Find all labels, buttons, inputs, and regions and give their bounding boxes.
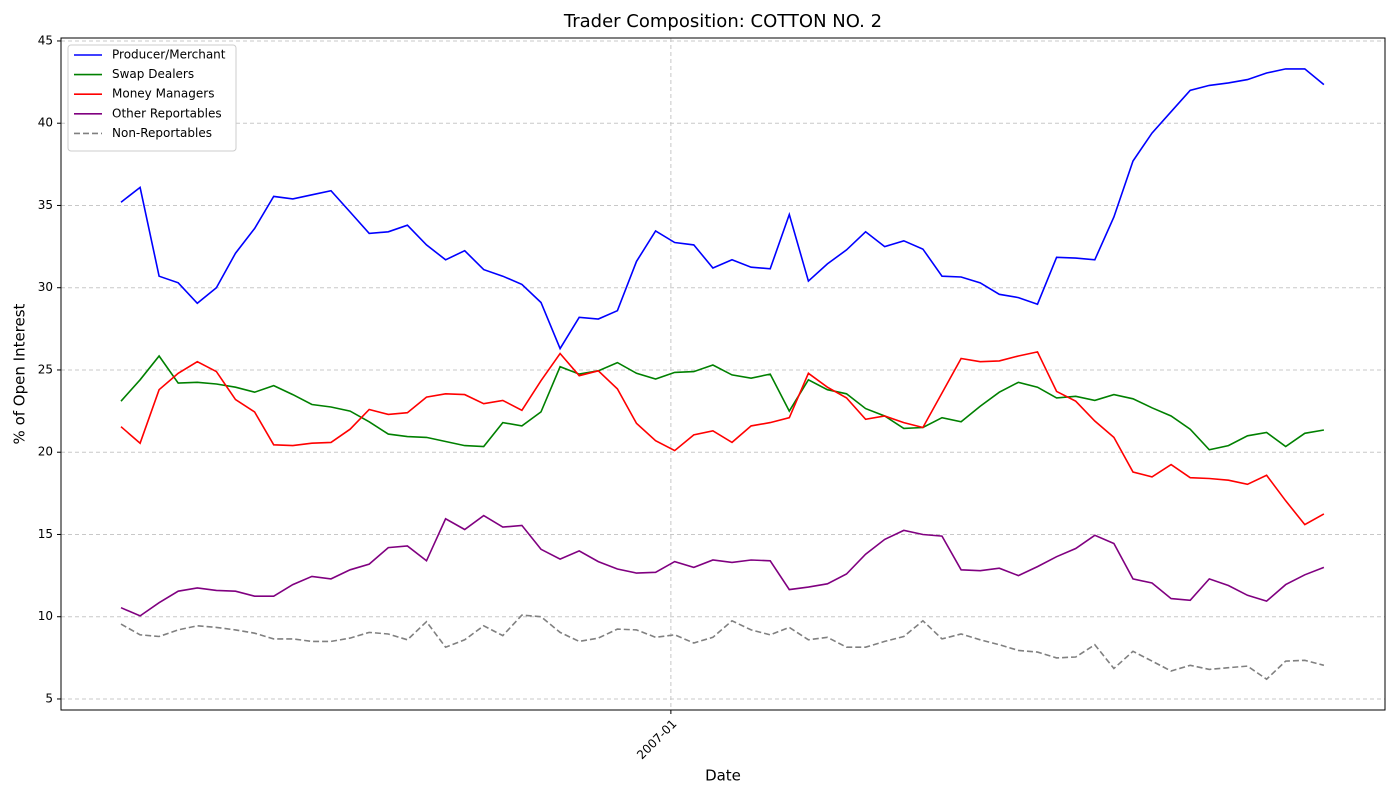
series-line [120, 68, 1325, 351]
y-tick-label: 15 [38, 527, 53, 541]
y-tick-label: 20 [38, 445, 53, 459]
y-tick-label: 25 [38, 362, 53, 376]
x-tick-label: 2007-01 [634, 717, 679, 762]
y-tick-label: 45 [38, 33, 53, 47]
y-tick-label: 40 [38, 116, 53, 130]
legend-box [67, 44, 237, 152]
legend-label: Other Reportables [112, 106, 222, 120]
legend-label: Swap Dealers [112, 67, 194, 81]
series-line [120, 354, 1325, 451]
y-tick-label: 30 [38, 280, 53, 294]
legend-label: Producer/Merchant [112, 48, 226, 62]
series-line [120, 350, 1325, 526]
legend-label: Non-Reportables [112, 126, 212, 140]
x-axis-label: Date [705, 767, 741, 785]
series-line [120, 614, 1325, 681]
y-tick-label: 5 [45, 691, 53, 705]
y-tick-label: 10 [38, 609, 53, 623]
series-line [120, 514, 1325, 617]
plot-frame [60, 37, 1386, 711]
y-axis-label: % of Open Interest [11, 303, 29, 444]
legend-label: Money Managers [112, 87, 214, 101]
chart-title: Trader Composition: COTTON NO. 2 [563, 11, 882, 32]
y-tick-label: 35 [38, 198, 53, 212]
